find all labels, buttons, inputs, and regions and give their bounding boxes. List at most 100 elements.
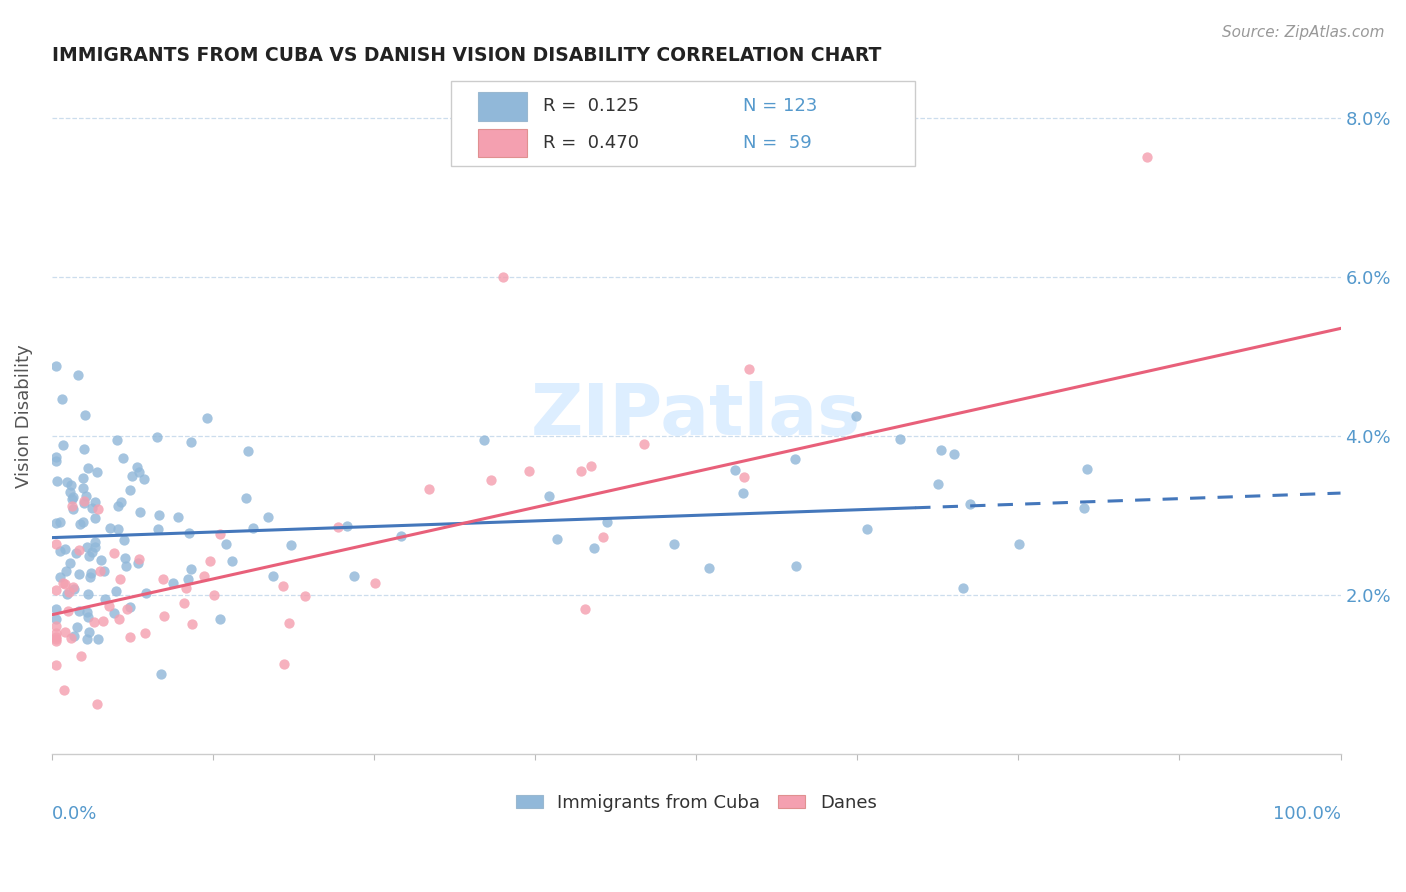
Point: [180, 562, 202, 576]
Point: [262, 569, 284, 583]
Point: [202, 588, 225, 602]
Point: [193, 568, 215, 582]
Point: [389, 529, 412, 543]
Point: [63, 629, 86, 643]
Point: [208, 527, 231, 541]
Point: [45, 657, 67, 672]
Point: [83, 511, 105, 525]
Point: [53, 576, 76, 591]
Point: [257, 510, 280, 524]
Point: [569, 464, 592, 478]
FancyBboxPatch shape: [451, 81, 915, 166]
Point: [336, 519, 359, 533]
Point: [125, 460, 148, 475]
Point: [55, 564, 77, 578]
Point: [150, 666, 173, 681]
Point: [66, 620, 89, 634]
Point: [52, 576, 75, 591]
Point: [120, 630, 142, 644]
Point: [45, 583, 67, 598]
Point: [697, 561, 720, 575]
Point: [65, 546, 87, 560]
Legend: Immigrants from Cuba, Danes: Immigrants from Cuba, Danes: [509, 787, 884, 820]
Point: [110, 495, 132, 509]
Point: [73, 496, 96, 510]
Point: [77, 624, 100, 639]
Point: [856, 522, 879, 536]
Point: [176, 572, 198, 586]
Point: [517, 464, 540, 478]
Point: [83, 615, 105, 629]
Point: [278, 616, 301, 631]
Point: [62, 490, 84, 504]
Point: [114, 550, 136, 565]
Point: [280, 538, 302, 552]
Point: [45, 537, 67, 551]
Point: [87, 632, 110, 646]
Point: [56, 475, 79, 489]
Point: [80, 566, 103, 580]
Point: [70, 649, 93, 664]
Point: [135, 586, 157, 600]
Point: [492, 269, 515, 284]
FancyBboxPatch shape: [478, 128, 527, 157]
Point: [146, 522, 169, 536]
Point: [72, 516, 94, 530]
Point: [195, 411, 218, 425]
Point: [45, 632, 67, 646]
Point: [72, 471, 94, 485]
Point: [121, 468, 143, 483]
Point: [179, 525, 201, 540]
Point: [724, 463, 747, 477]
Point: [364, 575, 387, 590]
Point: [91, 614, 114, 628]
Point: [538, 489, 561, 503]
Y-axis label: Vision Disability: Vision Disability: [15, 344, 32, 488]
Point: [60, 631, 83, 645]
Point: [90, 552, 112, 566]
Point: [59, 556, 82, 570]
Point: [952, 581, 974, 595]
Point: [105, 433, 128, 447]
Point: [59, 484, 82, 499]
Point: [1136, 150, 1159, 164]
Point: [49, 544, 72, 558]
Point: [52, 438, 75, 452]
Point: [115, 558, 138, 573]
Point: [242, 520, 264, 534]
Point: [103, 546, 125, 560]
Point: [76, 605, 98, 619]
Text: 100.0%: 100.0%: [1272, 805, 1340, 822]
Point: [75, 408, 97, 422]
Point: [108, 612, 131, 626]
Point: [45, 634, 67, 648]
Point: [79, 570, 101, 584]
Point: [46, 474, 69, 488]
Point: [60, 499, 83, 513]
Point: [221, 553, 243, 567]
Point: [128, 465, 150, 479]
Point: [67, 604, 90, 618]
Point: [80, 500, 103, 515]
Point: [72, 481, 94, 495]
Point: [582, 541, 605, 556]
Point: [208, 612, 231, 626]
Text: ZIPatlas: ZIPatlas: [531, 382, 862, 450]
Point: [45, 359, 67, 373]
Point: [103, 606, 125, 620]
Point: [181, 616, 204, 631]
Point: [931, 443, 953, 458]
Point: [87, 501, 110, 516]
Point: [67, 567, 90, 582]
Point: [53, 683, 76, 698]
Point: [89, 564, 111, 578]
Point: [104, 584, 127, 599]
Point: [579, 458, 602, 473]
Point: [134, 626, 156, 640]
Point: [76, 461, 98, 475]
Point: [86, 698, 108, 712]
Point: [127, 556, 149, 570]
Point: [77, 586, 100, 600]
Text: IMMIGRANTS FROM CUBA VS DANISH VISION DISABILITY CORRELATION CHART: IMMIGRANTS FROM CUBA VS DANISH VISION DI…: [52, 46, 882, 65]
Point: [845, 409, 868, 424]
